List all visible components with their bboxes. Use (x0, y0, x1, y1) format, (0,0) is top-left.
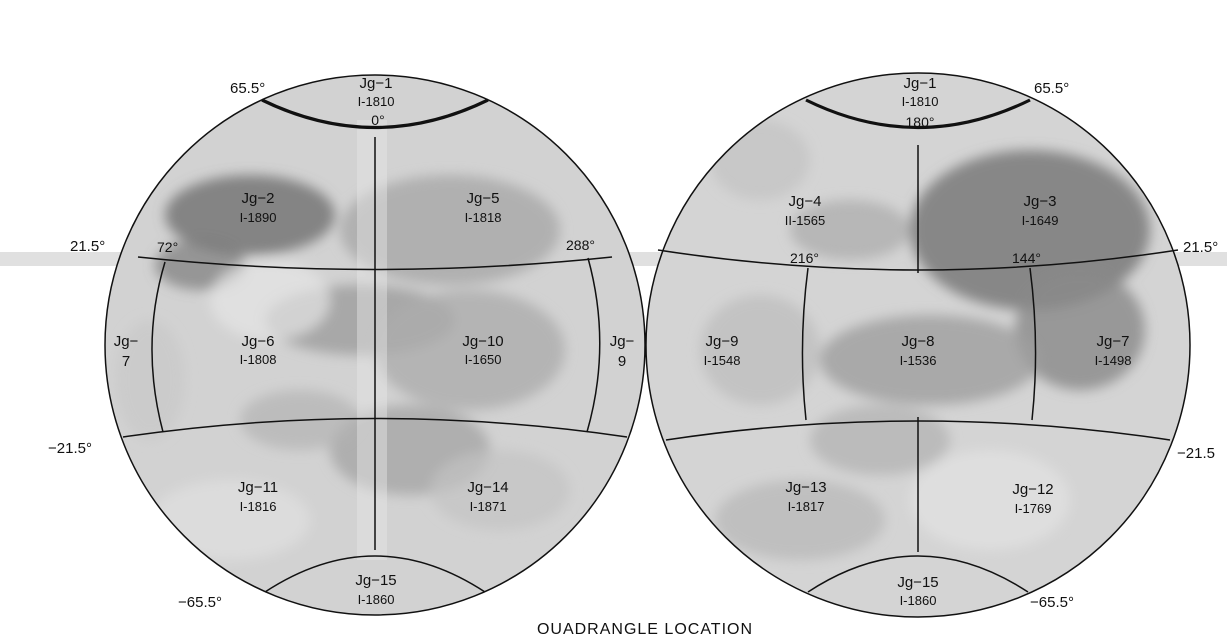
lon-label: 288° (566, 237, 595, 253)
quadrangle-name: Jg−3 (1024, 193, 1057, 210)
quadrangle-code: I-1818 (465, 210, 502, 225)
quadrangle-code: I-1810 (358, 94, 395, 109)
right-hemisphere: 65.5° 21.5° −21.5 −65.5° 216° 144° Jg−1 … (645, 72, 1219, 618)
quadrangle-name: Jg− (114, 333, 139, 350)
quadrangle-code: 9 (618, 353, 626, 370)
quadrangle-name: Jg− (610, 333, 635, 350)
left-boundaries (104, 74, 646, 616)
quadrangle-code: I-1817 (788, 499, 825, 514)
quadrangle-code: I-1890 (240, 210, 277, 225)
lat-label: 65.5° (1034, 80, 1069, 97)
quadrangle-code: I-1816 (240, 499, 277, 514)
left-hemisphere: 65.5° 21.5° −21.5° −65.5° 72° 288° Jg−1 … (48, 74, 646, 616)
quadrangle-code: I-1769 (1015, 501, 1052, 516)
lat-label: −65.5° (178, 594, 222, 611)
right-west-meridian (801, 267, 809, 421)
quadrangle-longitude: 0° (371, 112, 384, 128)
quadrangle-code: I-1650 (465, 352, 502, 367)
left-north-polar-arc (261, 98, 489, 130)
quadrangle-name: Jg−2 (242, 190, 275, 207)
quadrangle-name: Jg−1 (904, 75, 937, 92)
lon-label: 216° (790, 250, 819, 266)
quadrangle-code: I-1808 (240, 352, 277, 367)
quadrangle-code: I-1810 (902, 94, 939, 109)
quadrangle-code: I-1498 (1095, 353, 1132, 368)
quadrangle-name: Jg−1 (360, 75, 393, 92)
quadrangle-name: Jg−10 (462, 333, 503, 350)
quadrangle-code: I-1860 (900, 593, 937, 608)
lat-label: 21.5° (70, 238, 105, 255)
right-boundaries (645, 72, 1191, 618)
quadrangle-code: I-1649 (1022, 213, 1059, 228)
right-south-polar-arc (807, 555, 1029, 593)
quadrangle-code: 7 (122, 353, 130, 370)
quadrangle-name: Jg−7 (1097, 333, 1130, 350)
lat-label: −21.5° (48, 440, 92, 457)
lat-label: −21.5 (1177, 445, 1215, 462)
quadrangle-code: I-1536 (900, 353, 937, 368)
quadrangle-code: I-1548 (704, 353, 741, 368)
map-caption: QUADRANGLE LOCATION (537, 621, 753, 634)
quadrangle-code: I-1860 (358, 592, 395, 607)
quadrangle-name: Jg−14 (467, 479, 508, 496)
right-north-polar-arc (805, 98, 1031, 130)
quadrangle-name: Jg−13 (785, 479, 826, 496)
lat-label: −65.5° (1030, 594, 1074, 611)
lat-label: 65.5° (230, 80, 265, 97)
quadrangle-name: Jg−12 (1012, 481, 1053, 498)
quadrangle-name: Jg−4 (789, 193, 822, 210)
lat-label: 21.5° (1183, 239, 1218, 256)
lon-label: 144° (1012, 250, 1041, 266)
lon-label: 72° (157, 239, 178, 255)
quadrangle-code: II-1565 (785, 213, 825, 228)
quadrangle-name: Jg−6 (242, 333, 275, 350)
quadrangle-name: Jg−15 (897, 574, 938, 591)
right-east-meridian (1029, 267, 1037, 421)
quadrangle-name: Jg−8 (902, 333, 935, 350)
left-east-meridian (586, 257, 601, 433)
quadrangle-name: Jg−11 (238, 479, 278, 496)
right-labels: 65.5° 21.5° −21.5 −65.5° 216° 144° Jg−1 … (704, 75, 1219, 611)
quadrangle-name: Jg−9 (706, 333, 739, 350)
quadrangle-name: Jg−5 (467, 190, 500, 207)
left-labels: 65.5° 21.5° −21.5° −65.5° 72° 288° Jg−1 … (48, 75, 635, 611)
quadrangle-name: Jg−15 (355, 572, 396, 589)
left-south-polar-arc (264, 555, 486, 593)
quadrangle-code: I-1871 (470, 499, 507, 514)
quadrangle-longitude: 180° (906, 114, 935, 130)
left-west-meridian (151, 261, 166, 433)
